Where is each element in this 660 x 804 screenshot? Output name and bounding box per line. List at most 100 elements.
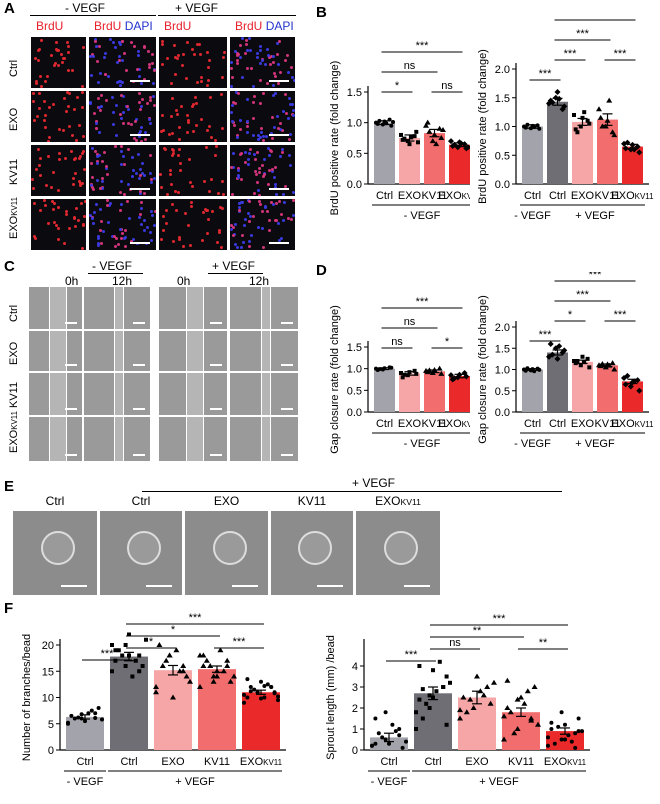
scratch-gap bbox=[114, 417, 124, 461]
chart-sprout-length: 0 1 2 3 4 Sprout length (mm) /bead Ctrl Ctrl EXO… bbox=[325, 613, 590, 788]
nucleus-dot bbox=[120, 150, 124, 154]
nucleus-dot bbox=[267, 53, 271, 57]
nucleus-dot bbox=[52, 202, 56, 206]
nucleus-dot bbox=[120, 180, 124, 184]
data-point bbox=[153, 689, 159, 695]
chart-gap-plus-vegf: 0.0 0.5 1.0 1.5 2.0 Gap closure rate (fold ch… bbox=[477, 272, 654, 450]
significance-label: ns bbox=[404, 60, 416, 72]
nucleus-dot bbox=[261, 175, 265, 179]
nucleus-dot bbox=[150, 238, 154, 242]
nucleus-dot bbox=[47, 136, 51, 140]
data-point bbox=[573, 731, 578, 736]
scratch-gap bbox=[186, 287, 204, 329]
data-point bbox=[636, 149, 643, 156]
nucleus-dot bbox=[250, 233, 254, 237]
nucleus-dot bbox=[278, 200, 282, 204]
nucleus-dot bbox=[138, 213, 142, 217]
nucleus-dot bbox=[251, 84, 255, 88]
nucleus-dot bbox=[244, 151, 248, 155]
nucleus-dot bbox=[64, 212, 68, 216]
nucleus-dot bbox=[90, 185, 94, 189]
data-point bbox=[431, 668, 435, 673]
data-point bbox=[414, 727, 418, 731]
micro-image bbox=[229, 144, 296, 197]
nucleus-dot bbox=[169, 82, 173, 86]
nucleus-dot bbox=[138, 130, 142, 133]
nucleus-dot bbox=[132, 237, 136, 241]
nucleus-dot bbox=[98, 207, 102, 211]
nucleus-dot bbox=[239, 119, 243, 123]
nucleus-dot bbox=[259, 126, 263, 130]
data-point bbox=[123, 664, 128, 668]
nucleus-dot bbox=[119, 43, 123, 47]
nucleus-dot bbox=[257, 167, 261, 171]
row-label: EXO bbox=[8, 107, 20, 131]
scale-bar bbox=[133, 454, 145, 456]
nucleus-dot bbox=[57, 128, 61, 132]
nucleus-dot bbox=[116, 242, 120, 246]
nucleus-dot bbox=[199, 75, 203, 79]
category-label: EXO bbox=[398, 190, 422, 202]
data-point bbox=[420, 716, 425, 721]
scratch-image bbox=[158, 286, 228, 330]
nucleus-dot bbox=[278, 122, 282, 126]
bar bbox=[502, 712, 540, 750]
nucleus-dot bbox=[233, 49, 237, 53]
data-point bbox=[606, 97, 613, 103]
nucleus-dot bbox=[35, 82, 39, 86]
nucleus-dot bbox=[247, 239, 251, 243]
scale-bar bbox=[281, 322, 293, 324]
nucleus-dot bbox=[220, 206, 224, 210]
y-tick-label: 0 bbox=[48, 745, 54, 757]
nucleus-dot bbox=[194, 102, 198, 106]
micro-image bbox=[30, 144, 87, 197]
data-point bbox=[444, 674, 449, 679]
nucleus-dot bbox=[120, 94, 124, 98]
nucleus-dot bbox=[75, 95, 79, 99]
nucleus-dot bbox=[272, 93, 276, 97]
nucleus-dot bbox=[31, 178, 35, 182]
nucleus-dot bbox=[207, 59, 211, 63]
scratch-image bbox=[158, 330, 228, 372]
nucleus-dot bbox=[231, 152, 235, 156]
data-point bbox=[575, 359, 580, 363]
data-point bbox=[576, 729, 581, 734]
nucleus-dot bbox=[239, 245, 243, 249]
nucleus-dot bbox=[199, 117, 203, 121]
nucleus-dot bbox=[31, 99, 35, 103]
data-point bbox=[597, 114, 604, 120]
nucleus-dot bbox=[148, 154, 152, 158]
nucleus-dot bbox=[71, 177, 75, 181]
data-point bbox=[217, 647, 224, 653]
data-point bbox=[113, 658, 118, 663]
nucleus-dot bbox=[281, 193, 285, 196]
data-point bbox=[624, 139, 631, 146]
nucleus-dot bbox=[178, 148, 182, 152]
y-tick-label: 1.0 bbox=[347, 364, 362, 376]
nucleus-dot bbox=[64, 156, 68, 160]
data-point bbox=[554, 89, 561, 95]
nucleus-dot bbox=[36, 148, 40, 152]
scratch-gap bbox=[261, 287, 271, 329]
nucleus-dot bbox=[119, 112, 123, 116]
nucleus-dot bbox=[101, 179, 105, 183]
data-point bbox=[572, 113, 576, 117]
nucleus-dot bbox=[190, 205, 194, 209]
nucleus-dot bbox=[275, 52, 279, 56]
data-point bbox=[72, 716, 77, 721]
significance-label: ** bbox=[539, 637, 548, 649]
column-label: BrdU bbox=[164, 19, 192, 33]
nucleus-dot bbox=[75, 207, 79, 211]
scale-bar bbox=[269, 242, 289, 244]
bar bbox=[424, 371, 445, 412]
y-tick-label: 0.5 bbox=[495, 386, 510, 398]
nucleus-dot bbox=[93, 210, 97, 214]
nucleus-dot bbox=[176, 154, 180, 158]
nucleus-dot bbox=[269, 55, 273, 59]
nucleus-dot bbox=[222, 50, 226, 54]
nucleus-dot bbox=[159, 238, 163, 242]
condition-line-a-1 bbox=[30, 15, 156, 16]
data-point bbox=[424, 701, 429, 706]
nucleus-dot bbox=[149, 177, 153, 181]
nucleus-dot bbox=[31, 92, 35, 96]
